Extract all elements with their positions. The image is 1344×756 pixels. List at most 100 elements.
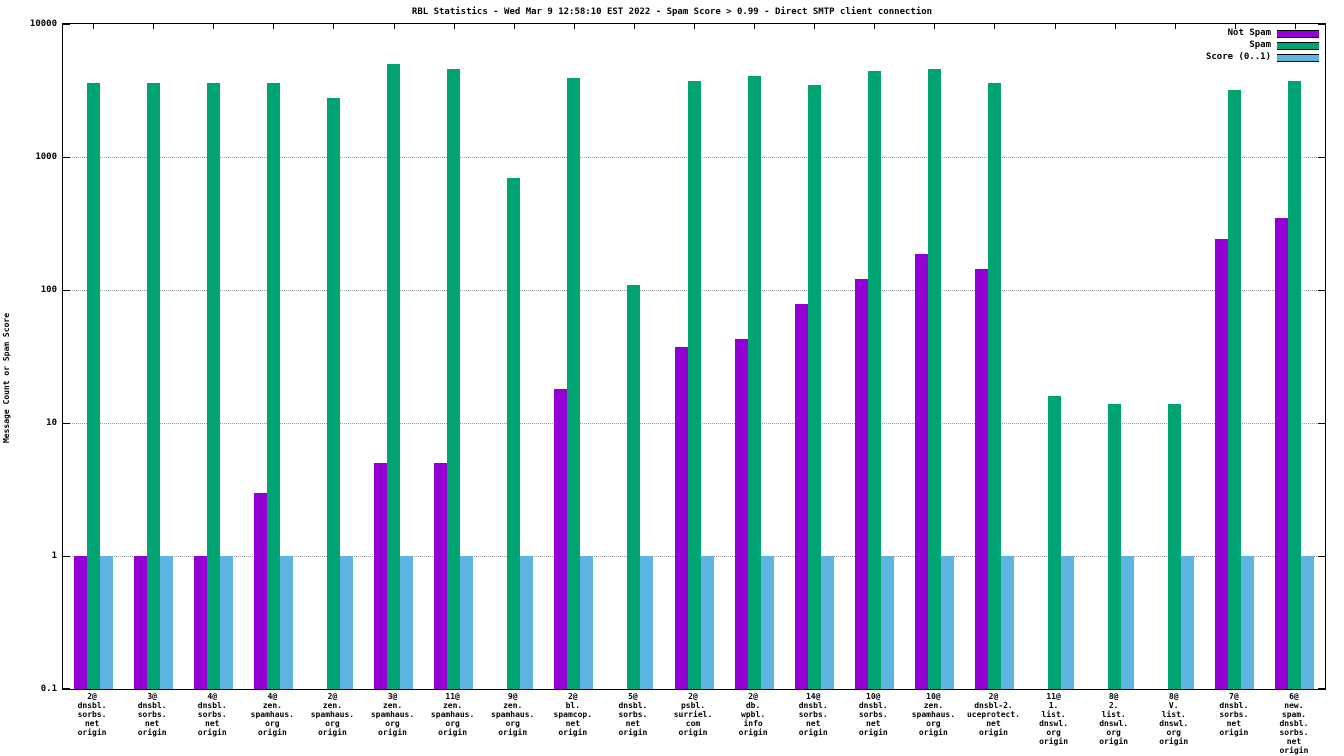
bar-score-0-1 — [640, 556, 654, 689]
x-tick-mark — [393, 24, 395, 29]
bar-spam — [1228, 89, 1242, 689]
x-tick-mark — [453, 24, 455, 29]
x-tick-mark — [273, 24, 275, 29]
x-tick-mark — [153, 24, 155, 29]
bar-spam — [146, 83, 160, 689]
legend-swatch — [1277, 41, 1319, 50]
bar-spam — [1288, 81, 1302, 689]
bar-score-0-1 — [279, 556, 293, 689]
y-tick-mark — [63, 290, 70, 291]
x-tick-mark — [213, 24, 215, 29]
bar-not-spam — [434, 463, 448, 689]
bar-spam — [987, 83, 1001, 689]
y-tick-mark — [63, 157, 70, 158]
x-category-label: 10@ dnsbl. sorbs. net origin — [858, 692, 888, 737]
bar-spam — [1168, 403, 1182, 689]
x-category-label: 10@ zen. spamhaus. org origin — [911, 692, 956, 737]
bar-score-0-1 — [820, 556, 834, 689]
x-category-label: 8@ 2. list. dnswl. org origin — [1099, 692, 1129, 746]
bar-score-0-1 — [520, 556, 534, 689]
bar-spam — [567, 78, 581, 689]
legend-label: Not Spam — [1227, 28, 1271, 38]
x-category-label: 2@ bl. spamcop. net origin — [553, 692, 593, 737]
y-tick-label: 0.1 — [40, 684, 57, 694]
bar-score-0-1 — [460, 556, 474, 689]
bar-score-0-1 — [1241, 556, 1255, 689]
bar-score-0-1 — [760, 556, 774, 689]
legend-swatch — [1277, 53, 1319, 62]
x-tick-mark — [1114, 24, 1116, 29]
x-tick-mark — [934, 24, 936, 29]
bar-spam — [206, 83, 220, 689]
x-category-label: 3@ zen. spamhaus. org origin — [370, 692, 415, 737]
bar-not-spam — [734, 338, 748, 689]
bar-score-0-1 — [1061, 556, 1075, 689]
y-tick-mark — [63, 556, 70, 557]
x-tick-mark — [333, 24, 335, 29]
x-category-label: 11@ 1. list. dnswl. org origin — [1039, 692, 1069, 746]
x-category-label: 11@ zen. spamhaus. org origin — [430, 692, 475, 737]
x-tick-mark — [573, 24, 575, 29]
y-axis-label: Message Count or Spam Score — [2, 312, 11, 444]
bar-score-0-1 — [400, 556, 414, 689]
bar-score-0-1 — [219, 556, 233, 689]
bar-spam — [807, 84, 821, 689]
bar-spam — [627, 284, 641, 689]
bar-score-0-1 — [580, 556, 594, 689]
plot-area: Not Spam Spam Score (0..1) 10000 1000 100 10 1… — [30, 19, 1326, 694]
x-tick-mark — [1294, 24, 1296, 29]
legend-row: Spam — [1249, 40, 1319, 51]
y-tick-mark — [1318, 290, 1325, 291]
bar-spam — [1108, 403, 1122, 689]
legend-swatch — [1277, 29, 1319, 38]
x-tick-mark — [633, 24, 635, 29]
chart-title: RBL Statistics - Wed Mar 9 12:58:10 EST … — [411, 7, 933, 17]
y-tick-label: 1000 — [35, 152, 57, 162]
x-category-label: 3@ dnsbl. sorbs. net origin — [137, 692, 167, 737]
x-tick-mark — [93, 24, 95, 29]
x-tick-mark — [814, 24, 816, 29]
bar-not-spam — [1215, 239, 1229, 689]
bar-score-0-1 — [700, 556, 714, 689]
x-tick-mark — [1054, 24, 1056, 29]
x-category-label: 2@ psbl. surriel. com origin — [673, 692, 713, 737]
bar-not-spam — [914, 254, 928, 689]
bar-spam — [266, 83, 280, 689]
bar-not-spam — [133, 556, 147, 689]
x-category-label: 2@ dnsbl-2. uceprotect. net origin — [966, 692, 1020, 737]
y-tick-mark — [1318, 423, 1325, 424]
bar-score-0-1 — [940, 556, 954, 689]
y-tick-label: 1 — [51, 551, 57, 561]
bar-not-spam — [854, 279, 868, 689]
x-tick-mark — [994, 24, 996, 29]
x-category-label: 2@ zen. spamhaus. org origin — [310, 692, 355, 737]
bar-not-spam — [674, 347, 688, 689]
bar-score-0-1 — [1181, 556, 1195, 689]
bar-not-spam — [193, 556, 207, 689]
bar-spam — [507, 177, 521, 689]
x-tick-mark — [874, 24, 876, 29]
x-category-label: 7@ dnsbl. sorbs. net origin — [1219, 692, 1249, 737]
bar-not-spam — [1275, 217, 1289, 689]
y-tick-mark — [1318, 556, 1325, 557]
legend: Not Spam Spam Score (0..1) — [1206, 28, 1319, 63]
bar-not-spam — [374, 463, 388, 689]
legend-row: Not Spam — [1228, 28, 1319, 39]
y-tick-mark — [63, 688, 70, 689]
bar-not-spam — [554, 389, 568, 689]
y-tick-mark — [63, 24, 70, 25]
x-tick-mark — [513, 24, 515, 29]
x-axis-labels: 2@ dnsbl. sorbs. net origin 3@ dnsbl. sor… — [62, 692, 1326, 755]
y-tick-mark — [1318, 24, 1325, 25]
x-category-label: 9@ zen. spamhaus. org origin — [491, 692, 535, 737]
legend-row: Score (0..1) — [1206, 52, 1319, 63]
bar-spam — [867, 71, 881, 689]
y-tick-label: 100 — [40, 285, 57, 295]
x-category-label: 8@ V. list. dnswl. org origin — [1159, 692, 1189, 746]
y-tick-label: 10000 — [29, 19, 57, 29]
bar-score-0-1 — [880, 556, 894, 689]
bar-spam — [1048, 395, 1062, 689]
bar-spam — [747, 75, 761, 689]
x-tick-mark — [1234, 24, 1236, 29]
y-tick-mark — [63, 423, 70, 424]
